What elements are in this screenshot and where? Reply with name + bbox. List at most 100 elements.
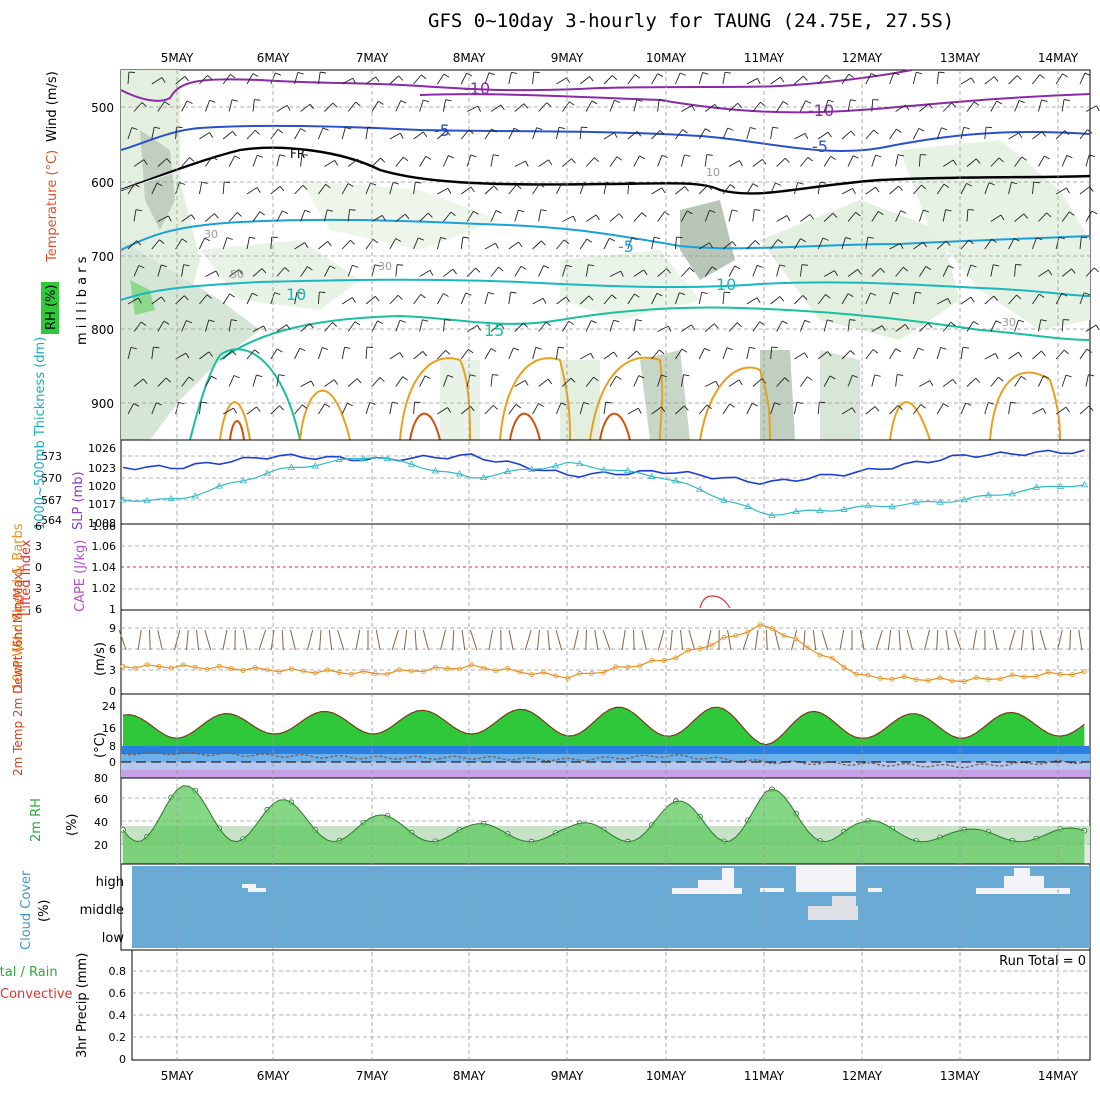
wind-barb-flag (970, 264, 977, 268)
wind-barb (151, 347, 154, 360)
wind-barb-flag (784, 157, 790, 163)
wind-barb (341, 127, 346, 140)
wind-barb (395, 156, 404, 167)
wind-barb-flag (133, 403, 140, 407)
wind-barb-flag (986, 126, 993, 129)
wind-barb-flag (613, 351, 618, 358)
wind-barb (294, 72, 299, 85)
wind-barb-flag (586, 238, 593, 243)
thickness-marker (119, 496, 127, 503)
wind-barb-flag (1058, 236, 1065, 240)
wind-barb (443, 268, 454, 277)
wind-barb (1014, 156, 1023, 167)
wind-barb-flag (334, 160, 339, 166)
wind-barb (889, 185, 899, 195)
date-labels-top: 5MAY 6MAY 7MAY 8MAY 9MAY 10MAY 11MAY 12MAY 13MAY… (161, 51, 1079, 65)
wind-barb-flag (850, 99, 857, 102)
wind-barb (252, 99, 255, 112)
date-label: 13MAY (940, 51, 981, 65)
wind-barb-flag (588, 264, 595, 267)
temp2m-unit: (°C) (93, 732, 108, 758)
wind-barb (127, 127, 133, 140)
wind-barb (1061, 211, 1070, 222)
wind-barb-flag (970, 296, 975, 303)
wind10m-barb (118, 629, 127, 651)
wind10m-barb (657, 629, 665, 651)
wind-barb-flag (134, 183, 140, 188)
wind-barb-flag (274, 292, 281, 295)
wind-barb (1037, 375, 1044, 387)
wind-barb-flag (357, 158, 362, 165)
upper-air-panel: -10 -10 -5 -5 FR -5 10 10 15 30 50 30 10… (41, 69, 1100, 441)
wind-barb (1079, 348, 1088, 360)
contour-label: 50 (230, 268, 244, 281)
wind-barb-flag (518, 209, 525, 213)
wind-barb (657, 155, 663, 167)
wind-barb-flag (443, 293, 449, 297)
wind-barb-flag (377, 320, 384, 325)
wind-barb-flag (754, 209, 761, 211)
wind10m-ticks: 9 6 3 0 (109, 622, 116, 698)
wind-barb-flag (238, 269, 243, 275)
wind-barb-flag (513, 127, 520, 132)
precip-tick-label: 0.6 (109, 987, 127, 1000)
wind-barb (484, 72, 490, 85)
wind-barb-flag (1089, 154, 1096, 157)
wind-barb-flag (327, 209, 334, 212)
wind-barb-flag (143, 159, 148, 165)
wind-barb (389, 352, 401, 360)
wind-barb-flag (495, 243, 499, 249)
wind-barb-flag (367, 126, 374, 129)
wind-barb (960, 347, 964, 360)
wind-barb (228, 155, 236, 167)
wind-barb (413, 351, 424, 360)
wind-barb-flag (226, 237, 233, 240)
wind-barb (318, 241, 328, 250)
wind-barb-flag (399, 133, 404, 139)
wind-barb-flag (188, 376, 194, 381)
wind-barb (437, 407, 448, 415)
wind-barb-flag (154, 126, 161, 129)
pressure-ticks: 500 600 700 800 900 (91, 101, 114, 411)
wind-barb (603, 182, 608, 195)
wind-barb-flag (1018, 99, 1025, 104)
wind-barb-flag (714, 104, 719, 110)
wind-barb (419, 212, 429, 222)
wind-barb-flag (915, 291, 922, 294)
wind-barb (913, 241, 924, 250)
wind-barb (246, 349, 255, 360)
wind-barb-flag (186, 320, 193, 324)
wind-barb-flag (657, 73, 664, 78)
wind-barb-flag (707, 185, 713, 190)
wind-barb-flag (711, 266, 718, 271)
wind-barb (770, 296, 781, 305)
wind-barb (324, 322, 333, 332)
wind-barb (222, 237, 228, 250)
wind-barb-flag (757, 264, 763, 268)
wind-barb (270, 186, 281, 195)
wind-barb (942, 265, 949, 277)
wind-barb (722, 347, 728, 360)
thickness-marker (335, 455, 344, 462)
wind-barb (341, 347, 346, 360)
wind-barb (205, 213, 215, 222)
wind-barb (1031, 182, 1035, 195)
wind-barb-flag (1011, 181, 1018, 185)
wind-barb (752, 378, 763, 387)
wind-barb-flag (771, 346, 778, 349)
wind-barb (936, 183, 945, 195)
wind-barb (538, 159, 549, 167)
wind-barb (294, 292, 298, 305)
wind-barb-flag (679, 72, 686, 76)
wind-barb (1008, 402, 1011, 415)
wind-barb-flag (925, 265, 932, 270)
wind-barb-flag (682, 129, 688, 134)
wind-barb (413, 131, 424, 140)
wind-barb-flag (637, 408, 642, 414)
wind-barb (1037, 99, 1043, 112)
wind-barb-flag (370, 182, 377, 186)
wind-barb-flag (730, 184, 736, 189)
wind-barb-flag (209, 132, 214, 138)
wind-barb (912, 292, 916, 305)
wind-barb-flag (852, 155, 859, 159)
